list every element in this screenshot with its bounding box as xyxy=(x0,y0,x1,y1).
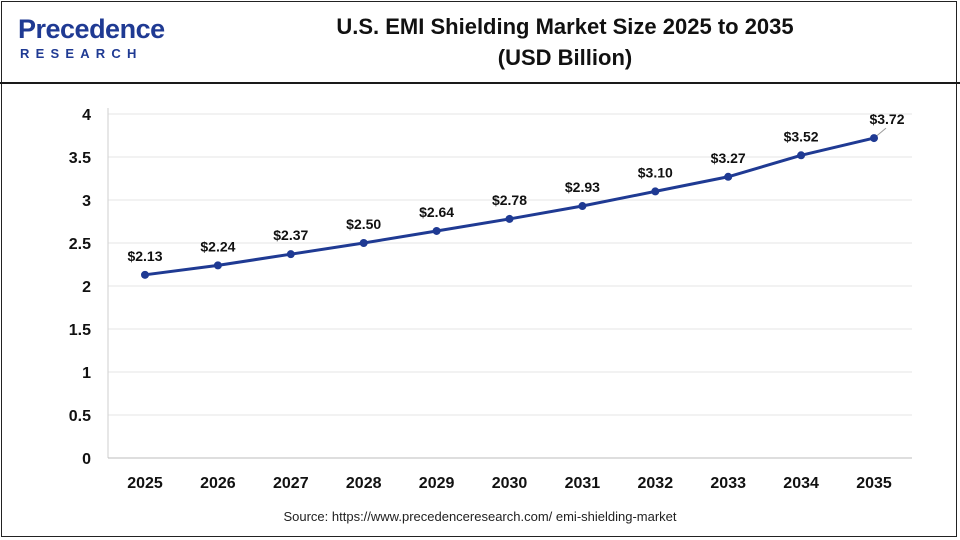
data-label: $2.78 xyxy=(492,192,527,208)
data-point xyxy=(578,202,587,211)
data-label: $3.72 xyxy=(869,111,904,127)
data-point xyxy=(724,172,733,181)
data-label: $2.37 xyxy=(273,227,308,243)
y-tick-label: 3 xyxy=(82,193,91,210)
logo-tagline: RESEARCH xyxy=(20,46,143,61)
data-label: $2.50 xyxy=(346,216,381,232)
data-label: $2.64 xyxy=(419,204,454,220)
data-label: $2.93 xyxy=(565,179,600,195)
data-label: $2.24 xyxy=(200,238,235,254)
y-tick-label: 0 xyxy=(82,451,91,468)
data-point xyxy=(432,226,441,235)
x-tick-label: 2031 xyxy=(565,475,601,492)
data-label: $3.52 xyxy=(784,128,819,144)
y-tick-label: 3.5 xyxy=(69,150,91,167)
data-point xyxy=(651,187,660,196)
y-tick-label: 2 xyxy=(82,279,91,296)
chart-subtitle: (USD Billion) xyxy=(497,45,633,70)
header: Precedence RESEARCH U.S. EMI Shielding M… xyxy=(0,0,960,83)
x-tick-label: 2033 xyxy=(710,475,746,492)
x-tick-label: 2034 xyxy=(783,475,819,492)
chart-title: U.S. EMI Shielding Market Size 2025 to 2… xyxy=(336,14,794,39)
logo-wordmark: Precedence xyxy=(18,14,165,44)
data-point xyxy=(141,270,149,279)
brand-logo: Precedence RESEARCH xyxy=(18,14,168,64)
y-tick-label: 2.5 xyxy=(69,236,91,253)
data-label: $3.10 xyxy=(638,164,673,180)
source-note: Source: https://www.precedenceresearch.c… xyxy=(283,509,677,524)
x-tick-label: 2030 xyxy=(492,475,528,492)
x-tick-label: 2029 xyxy=(419,475,455,492)
x-tick-label: 2025 xyxy=(127,475,163,492)
y-tick-label: 0.5 xyxy=(69,408,91,425)
y-tick-label: 1.5 xyxy=(69,322,91,339)
x-tick-label: 2032 xyxy=(638,475,674,492)
data-point xyxy=(359,239,368,247)
data-point xyxy=(286,250,295,259)
data-label: $2.13 xyxy=(127,248,162,264)
x-tick-label: 2027 xyxy=(273,475,309,492)
x-tick-label: 2035 xyxy=(856,475,892,492)
header-divider xyxy=(0,82,960,84)
data-point xyxy=(797,151,806,160)
data-point xyxy=(213,261,222,270)
data-point xyxy=(870,134,878,143)
y-tick-label: 1 xyxy=(82,365,91,382)
x-tick-label: 2026 xyxy=(200,475,236,492)
data-point xyxy=(505,214,514,223)
data-label: $3.27 xyxy=(711,150,746,166)
y-tick-label: 4 xyxy=(82,107,91,124)
x-tick-label: 2028 xyxy=(346,475,382,492)
